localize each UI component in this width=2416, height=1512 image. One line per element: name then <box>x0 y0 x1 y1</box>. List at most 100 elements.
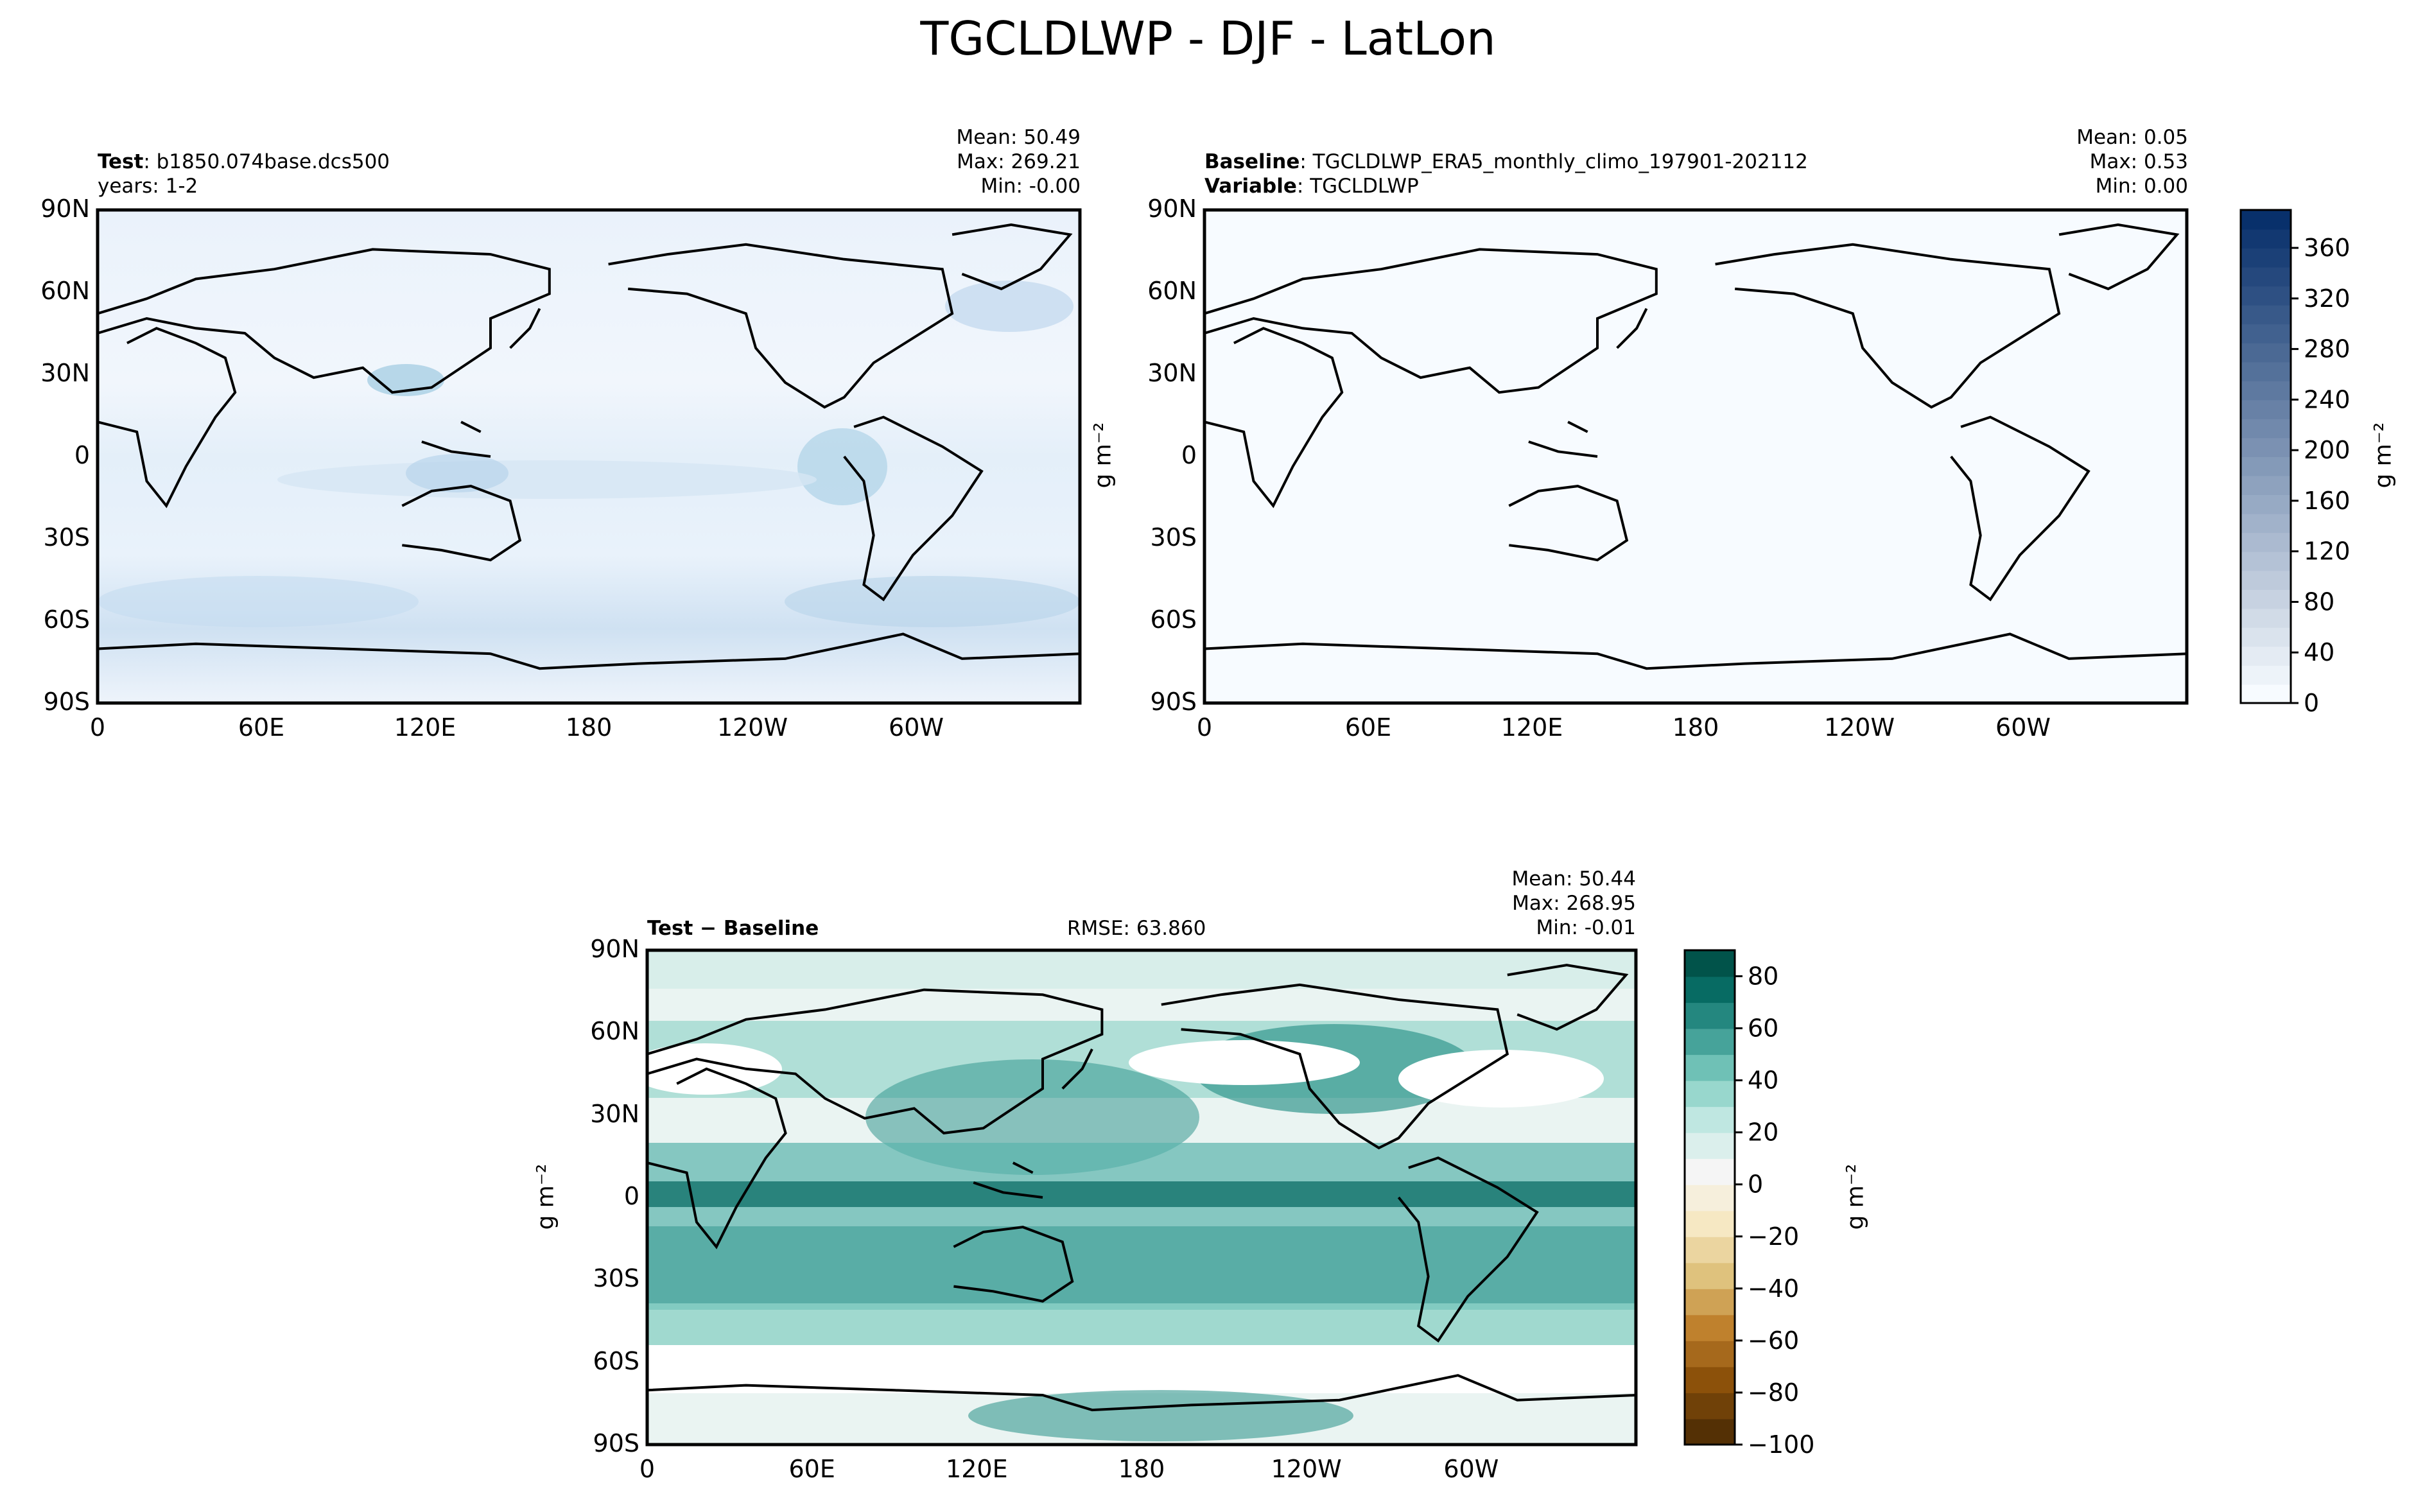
test-lon-tick: 180 <box>565 713 613 742</box>
colorbar-diff-tick-label: 60 <box>1748 1014 1778 1043</box>
colorbar-diff-swatch <box>1685 1288 1735 1316</box>
baseline-case-name: : TGCLDLWP_ERA5_monthly_climo_197901-202… <box>1299 150 1808 173</box>
colorbar-top-swatch <box>2241 380 2291 401</box>
test-years: years: 1-2 <box>98 175 198 198</box>
coastline-6 <box>97 632 1081 670</box>
test-lat-tick: 0 <box>74 441 90 469</box>
test-lat-tick: 30S <box>43 523 90 552</box>
colorbar-top-swatch <box>2241 551 2291 571</box>
colorbar-diff-tick-label: −20 <box>1748 1222 1799 1251</box>
colorbar-diff-swatch <box>1685 1080 1735 1108</box>
colorbar-top-tick-label: 360 <box>2304 234 2351 262</box>
coastline-5 <box>1507 964 1629 1031</box>
coastline-5 <box>2058 223 2180 291</box>
colorbar-diff-tick-label: 0 <box>1748 1170 1763 1199</box>
colorbar-top-swatch <box>2241 475 2291 496</box>
colorbar-diff-tick-label: −100 <box>1748 1430 1814 1459</box>
variable-label-bold: Variable <box>1204 175 1297 198</box>
baseline-mean: Mean: 0.05 <box>2076 126 2188 149</box>
colorbar-top-swatch <box>2241 418 2291 439</box>
test-lon-tick: 60W <box>889 713 944 742</box>
baseline-lat-tick: 30N <box>1147 359 1197 387</box>
baseline-lon-tick: 0 <box>1196 713 1213 742</box>
coastline-1 <box>647 988 1104 1134</box>
baseline-min: Min: 0.00 <box>2095 175 2188 198</box>
baseline-label: Baseline: TGCLDLWP_ERA5_monthly_climo_19… <box>1204 150 1808 174</box>
baseline-lat-tick: 0 <box>1181 441 1197 469</box>
test-lat-tick: 90N <box>40 195 90 223</box>
baseline-lon-tick: 180 <box>1672 713 1719 742</box>
colorbar-diff-swatch <box>1685 1106 1735 1133</box>
baseline-lon-tick: 120E <box>1500 713 1563 742</box>
coastline-1 <box>97 248 551 394</box>
diff-lon-tick: 0 <box>639 1455 656 1483</box>
diff-min: Min: -0.01 <box>1536 916 1636 939</box>
test-lat-tick: 60N <box>40 277 90 305</box>
diff-lon-tick: 180 <box>1118 1455 1165 1483</box>
colorbar-diff-swatch <box>1685 1340 1735 1368</box>
colorbar-top-swatch <box>2241 304 2291 325</box>
colorbar-diff-swatch <box>1685 1418 1735 1445</box>
colorbar-top-swatch <box>2241 532 2291 552</box>
coastline-7 <box>1616 308 1648 349</box>
figure-title: TGCLDLWP - DJF - LatLon <box>920 12 1496 65</box>
test-max: Max: 269.21 <box>957 150 1081 173</box>
colorbar-top-tick-label: 40 <box>2304 638 2334 666</box>
baseline-max: Max: 0.53 <box>2089 150 2188 173</box>
colorbar-diff-swatch <box>1685 1366 1735 1393</box>
coastline-2 <box>953 1226 1074 1303</box>
test-min: Min: -0.00 <box>980 175 1081 198</box>
colorbar-difference: −100 −80 −60 −40 −20 0 20 40 60 80 <box>1683 949 1814 1459</box>
variable-name: : TGCLDLWP <box>1296 175 1419 198</box>
colorbar-diff-tick-label: −60 <box>1748 1326 1799 1355</box>
colorbar-diff-swatch <box>1685 1184 1735 1212</box>
coastline-7 <box>509 308 541 349</box>
baseline-stats: Mean: 0.05 Max: 0.53 Min: 0.00 <box>2076 125 2188 198</box>
difference-map <box>645 948 1638 1447</box>
colorbar-top-swatch <box>2241 437 2291 457</box>
colorbar-diff-tick-label: 80 <box>1748 962 1778 991</box>
coastline-9 <box>1567 421 1588 433</box>
colorbar-top-tick-label: 0 <box>2304 689 2319 717</box>
test-lon-tick: 120E <box>394 713 456 742</box>
baseline-lon-tick: 60W <box>1995 713 2051 742</box>
colorbar-top-tick-label: 200 <box>2304 436 2351 464</box>
variable-label: Variable: TGCLDLWP <box>1204 174 1419 198</box>
diff-max: Max: 268.95 <box>1512 892 1636 915</box>
colorbar-diff-tick-label: 40 <box>1748 1066 1778 1095</box>
colorbar-top-swatch <box>2241 665 2291 685</box>
colorbar-top-tick-label: 80 <box>2304 587 2334 616</box>
test-label-bold: Test <box>98 150 144 173</box>
colorbar-top-tick-label: 240 <box>2304 385 2351 413</box>
diff-lat-tick: 30S <box>593 1264 639 1293</box>
coastline-3 <box>1715 243 2061 409</box>
colorbar-top-swatch <box>2241 229 2291 249</box>
baseline-units-label: g m⁻² <box>1090 422 1117 489</box>
colorbar-top-swatch <box>2241 266 2291 287</box>
colorbar-top-swatch <box>2241 608 2291 628</box>
colorbar-top-swatch <box>2241 324 2291 343</box>
baseline-lon-tick: 120W <box>1823 713 1895 742</box>
test-lat-tick: 60S <box>43 605 90 634</box>
test-lon-tick: 60E <box>238 713 285 742</box>
coastline-9 <box>460 421 482 433</box>
colorbar-diff-swatch <box>1685 1158 1735 1185</box>
test-lon-tick: 120W <box>717 713 788 742</box>
coastline-0 <box>97 327 237 508</box>
colorbar-top-swatch <box>2241 627 2291 647</box>
colorbar-top-units: g m⁻² <box>2370 422 2397 489</box>
coastline-8 <box>973 1181 1043 1199</box>
diff-lat-tick: 60S <box>593 1346 639 1375</box>
diff-lat-tick: 30N <box>590 1099 639 1128</box>
diff-lat-tick: 60N <box>590 1017 639 1046</box>
coastline-0 <box>1204 327 1344 508</box>
baseline-map <box>1203 208 2189 705</box>
test-lon-tick: 0 <box>89 713 106 742</box>
diff-lon-tick: 120E <box>946 1455 1008 1483</box>
diff-stats: Mean: 50.44 Max: 268.95 Min: -0.01 <box>1511 867 1636 940</box>
test-lat-tick: 30N <box>40 359 90 387</box>
coastline-9 <box>1012 1161 1034 1174</box>
colorbar-top-swatch <box>2241 646 2291 666</box>
colorbar-top-swatch <box>2241 286 2291 306</box>
colorbar-diff-tick-label: 20 <box>1748 1118 1778 1147</box>
